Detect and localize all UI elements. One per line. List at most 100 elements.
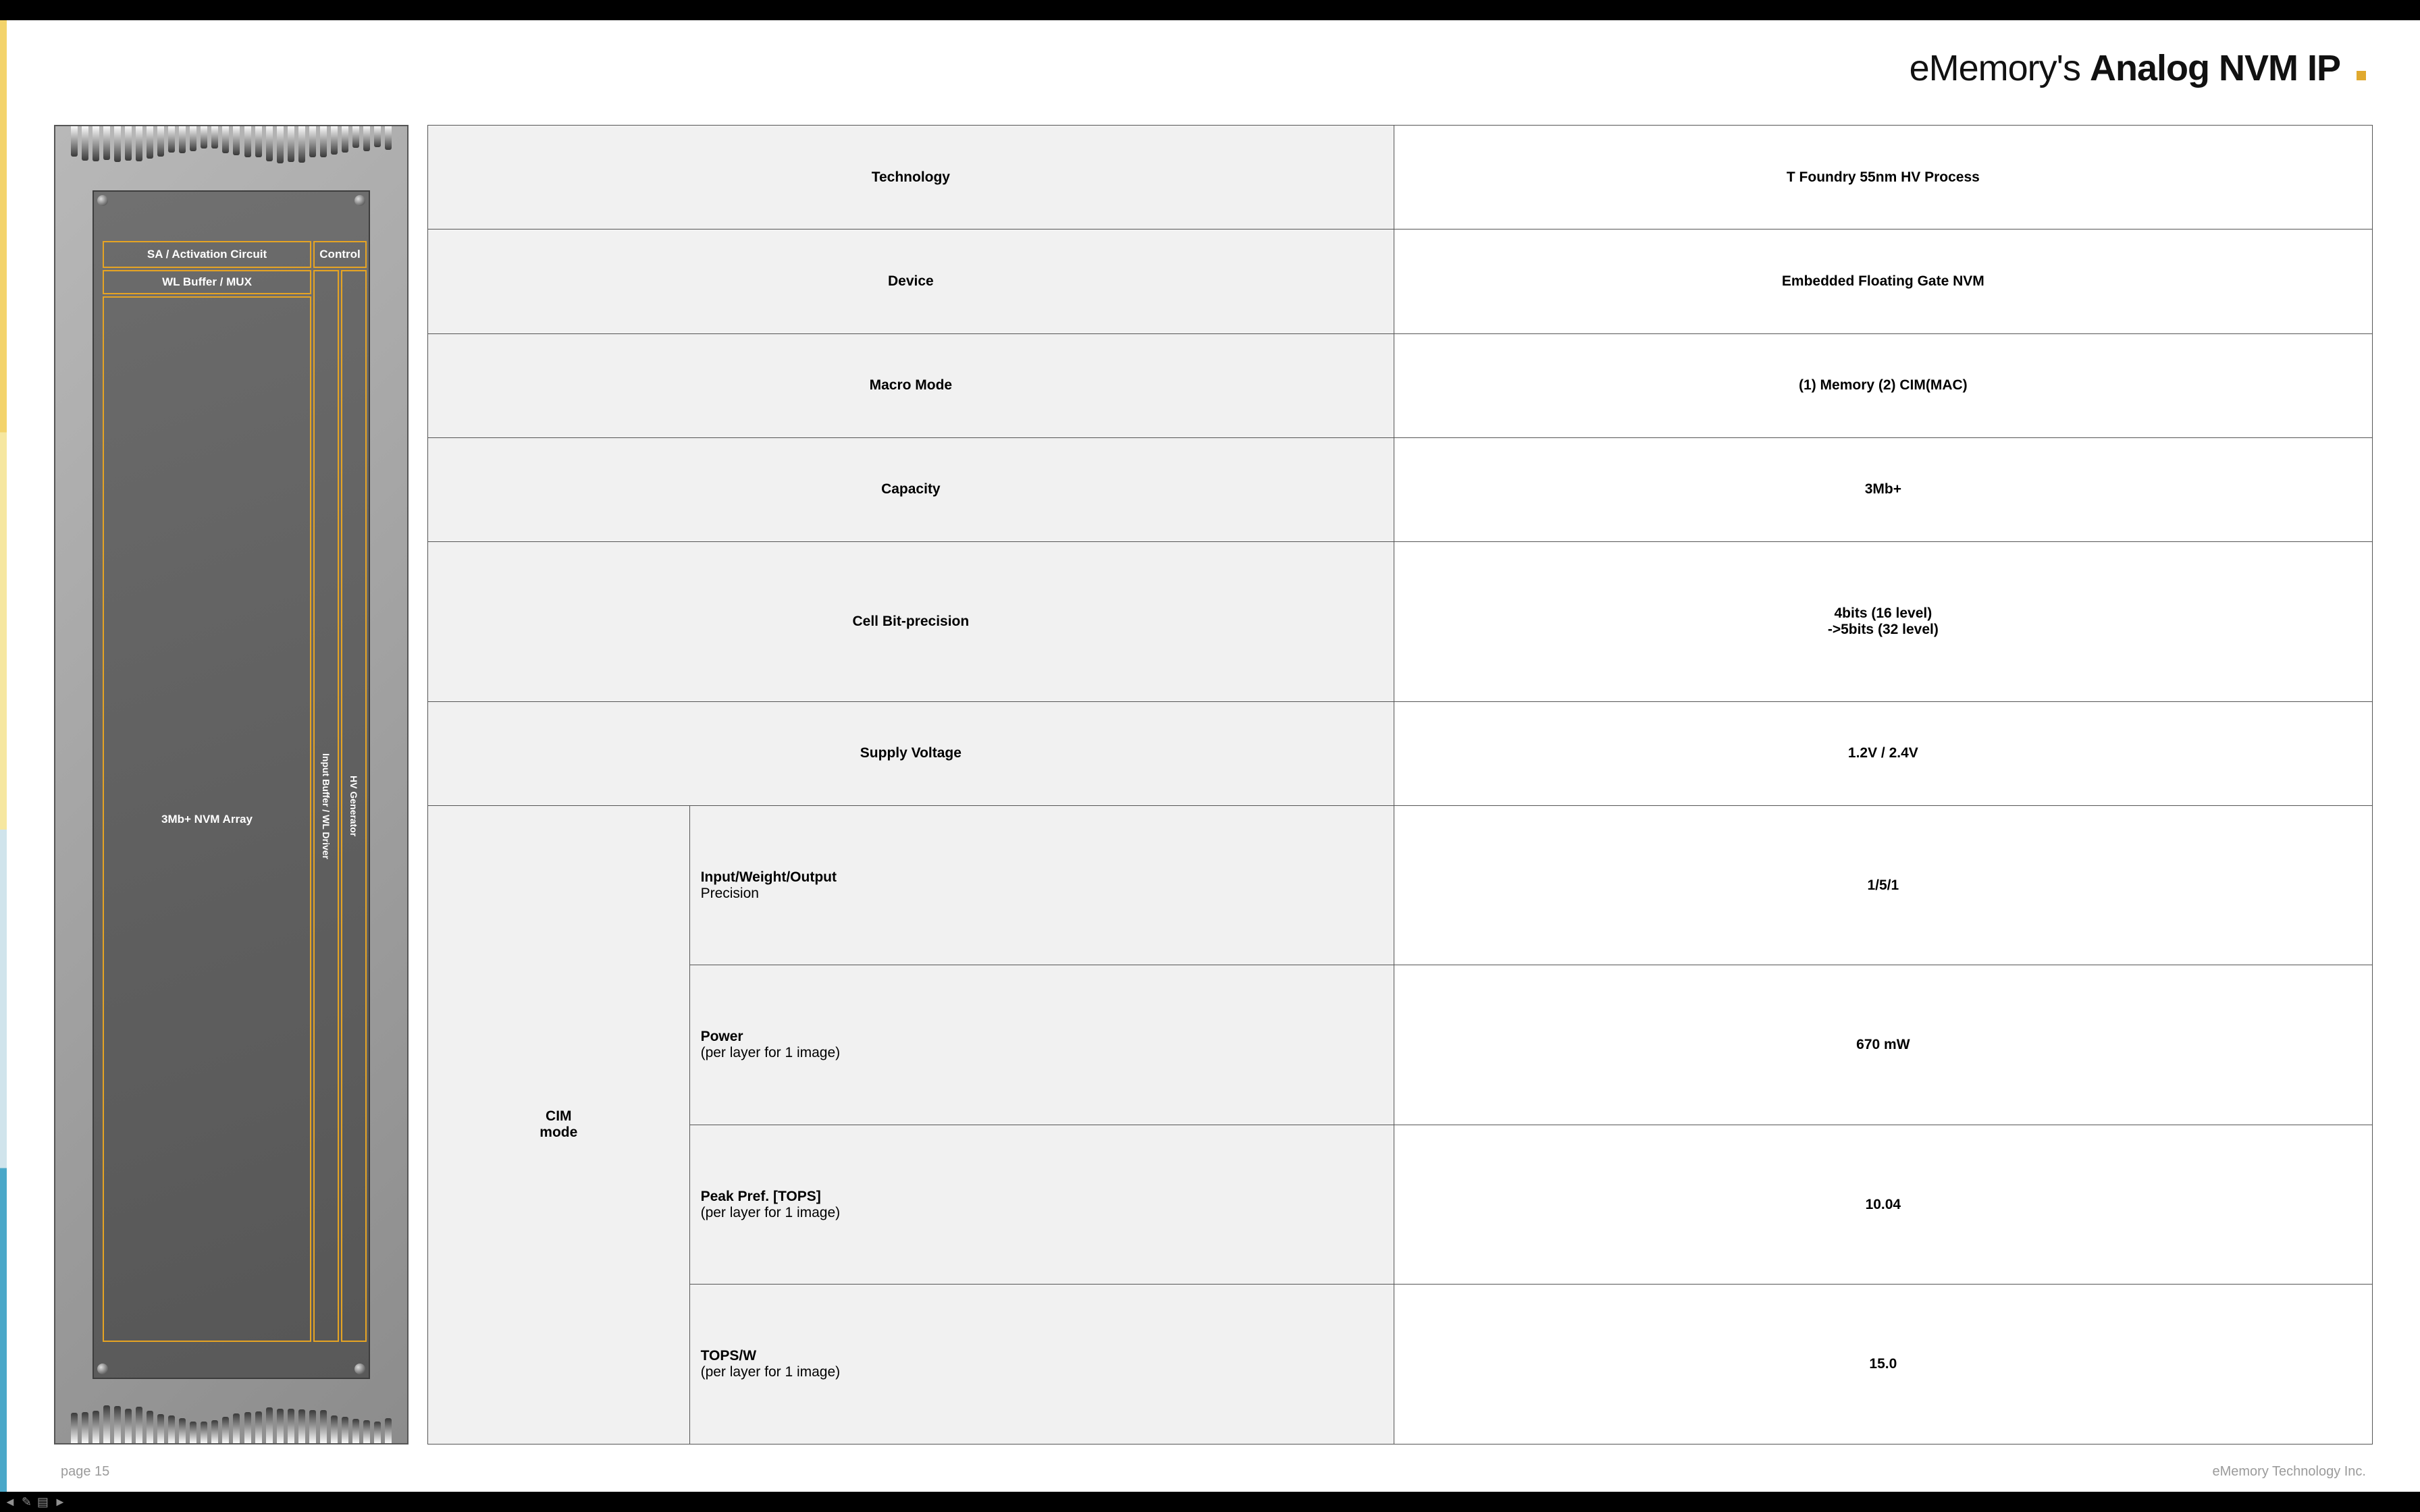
presenter-toolbar: ◄ ✎ ▤ ► xyxy=(0,1492,2420,1512)
chip-pin xyxy=(211,1420,218,1443)
chip-pin xyxy=(201,126,207,148)
table-row: Power(per layer for 1 image)670 mW xyxy=(428,965,2373,1125)
chip-pin xyxy=(168,1415,175,1443)
block-nvm-array: 3Mb+ NVM Array xyxy=(103,296,311,1342)
chip-pin xyxy=(288,1409,294,1443)
slide-title: eMemory's Analog NVM IP xyxy=(1910,47,2366,89)
chip-pin xyxy=(352,1419,359,1443)
chip-pin xyxy=(320,1410,327,1443)
chip-pin xyxy=(190,1422,196,1443)
chip-pin xyxy=(374,1422,381,1443)
chip-pin xyxy=(385,1418,392,1443)
company-name: eMemory Technology Inc. xyxy=(2212,1464,2366,1480)
chip-pin xyxy=(277,126,284,163)
chip-pin xyxy=(136,1407,142,1443)
title-prefix: eMemory's xyxy=(1910,48,2090,88)
chip-pin xyxy=(114,126,121,162)
spec-label: Capacity xyxy=(428,437,1394,541)
spec-label: Macro Mode xyxy=(428,333,1394,437)
chip-pin xyxy=(82,1412,88,1443)
chip-pin xyxy=(125,1409,132,1443)
chip-pin xyxy=(157,126,164,157)
spec-label: TOPS/W(per layer for 1 image) xyxy=(689,1285,1394,1444)
spec-value: Embedded Floating Gate NVM xyxy=(1394,230,2372,333)
chip-pin xyxy=(342,126,348,153)
block-control: Control xyxy=(313,241,367,268)
next-slide-icon[interactable]: ► xyxy=(54,1495,66,1509)
chip-pin xyxy=(352,126,359,148)
chip-micrograph: SA / Activation Circuit Control WL Buffe… xyxy=(54,125,409,1444)
chip-pin xyxy=(309,126,316,157)
chip-pin xyxy=(342,1417,348,1443)
die-screw xyxy=(354,1364,365,1374)
chip-pin xyxy=(320,126,327,157)
table-row: CIMmodeInput/Weight/OutputPrecision1/5/1 xyxy=(428,805,2373,965)
spec-label: Cell Bit-precision xyxy=(428,542,1394,702)
chip-pins-bottom xyxy=(55,1389,407,1443)
chip-pin xyxy=(211,126,218,148)
table-row: Supply Voltage1.2V / 2.4V xyxy=(428,701,2373,805)
chip-block-overlay: SA / Activation Circuit Control WL Buffe… xyxy=(103,241,367,1342)
chip-pin xyxy=(136,126,142,161)
spec-label: Peak Pref. [TOPS](per layer for 1 image) xyxy=(689,1125,1394,1285)
chip-pin xyxy=(331,126,338,155)
spec-label: Supply Voltage xyxy=(428,701,1394,805)
chip-pin xyxy=(93,126,99,161)
chip-pin xyxy=(71,1413,78,1443)
spec-value: 15.0 xyxy=(1394,1285,2372,1444)
chip-pin xyxy=(298,126,305,163)
spec-value: 4bits (16 level)->5bits (32 level) xyxy=(1394,542,2372,702)
block-hv-generator: HV Generator xyxy=(341,270,367,1342)
chip-pin xyxy=(147,1411,153,1443)
spec-value: 1.2V / 2.4V xyxy=(1394,701,2372,805)
chip-pin xyxy=(288,126,294,162)
die-screw xyxy=(97,195,108,206)
chip-pin xyxy=(201,1422,207,1443)
spec-value: 10.04 xyxy=(1394,1125,2372,1285)
chip-pin xyxy=(71,126,78,157)
spec-label: Power(per layer for 1 image) xyxy=(689,965,1394,1125)
chip-pin xyxy=(147,126,153,159)
table-row: TechnologyT Foundry 55nm HV Process xyxy=(428,126,2373,230)
table-row: Peak Pref. [TOPS](per layer for 1 image)… xyxy=(428,1125,2373,1285)
pen-icon[interactable]: ✎ xyxy=(22,1495,32,1509)
chip-pin xyxy=(244,1412,251,1443)
spec-table-body: TechnologyT Foundry 55nm HV ProcessDevic… xyxy=(428,126,2373,1444)
chip-pin xyxy=(179,1418,186,1443)
chip-pin xyxy=(385,126,392,150)
spec-value: 670 mW xyxy=(1394,965,2372,1125)
page-number: page 15 xyxy=(61,1464,109,1480)
block-sa-activation: SA / Activation Circuit xyxy=(103,241,311,268)
left-accent-bar xyxy=(0,20,7,1492)
chip-pin xyxy=(309,1410,316,1443)
chip-pin xyxy=(363,1420,370,1443)
table-row: TOPS/W(per layer for 1 image)15.0 xyxy=(428,1285,2373,1444)
spec-value: 3Mb+ xyxy=(1394,437,2372,541)
chip-pin xyxy=(222,126,229,153)
content-row: SA / Activation Circuit Control WL Buffe… xyxy=(54,125,2373,1444)
table-row: Macro Mode(1) Memory (2) CIM(MAC) xyxy=(428,333,2373,437)
die-screw xyxy=(97,1364,108,1374)
title-accent-square xyxy=(2357,71,2366,80)
chip-pin xyxy=(244,126,251,157)
chip-pin xyxy=(266,1407,273,1443)
cim-mode-header: CIMmode xyxy=(428,805,690,1444)
chip-pin xyxy=(255,126,262,157)
spec-value: (1) Memory (2) CIM(MAC) xyxy=(1394,333,2372,437)
die-screw xyxy=(354,195,365,206)
chip-pin xyxy=(266,126,273,161)
prev-slide-icon[interactable]: ◄ xyxy=(4,1495,16,1509)
chip-pin xyxy=(125,126,132,161)
menu-icon[interactable]: ▤ xyxy=(37,1495,49,1509)
slide-container: eMemory's Analog NVM IP SA / Activation … xyxy=(0,0,2420,1512)
chip-pin xyxy=(363,126,370,151)
chip-pins-top xyxy=(55,126,407,180)
chip-pin xyxy=(114,1406,121,1443)
chip-pin xyxy=(103,126,110,160)
chip-pin xyxy=(179,126,186,153)
slide-footer: page 15 eMemory Technology Inc. xyxy=(61,1464,2366,1480)
chip-pin xyxy=(157,1414,164,1443)
block-input-buffer: Input Buffer / WL Driver xyxy=(313,270,339,1342)
chip-pin xyxy=(255,1411,262,1443)
table-row: Cell Bit-precision4bits (16 level)->5bit… xyxy=(428,542,2373,702)
